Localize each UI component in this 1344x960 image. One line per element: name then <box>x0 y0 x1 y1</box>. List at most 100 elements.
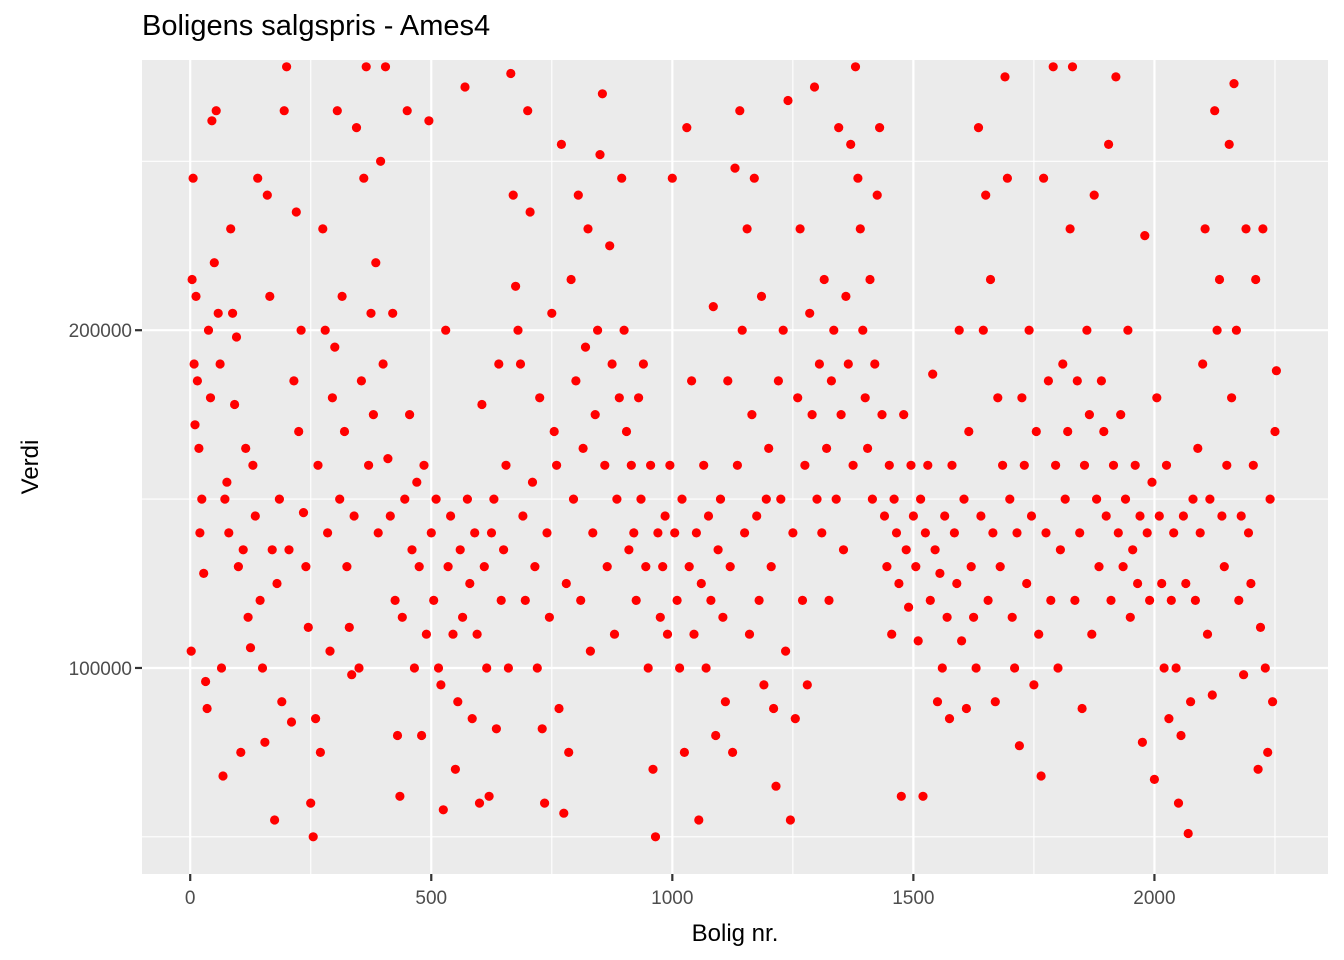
data-point <box>1152 393 1162 403</box>
data-point <box>438 805 448 815</box>
data-point <box>1034 629 1044 639</box>
data-point <box>660 511 670 521</box>
data-point <box>1214 274 1225 285</box>
data-point <box>205 393 216 403</box>
data-point <box>1065 224 1075 234</box>
data-point <box>342 562 352 572</box>
data-point <box>201 676 211 687</box>
data-point <box>320 325 330 335</box>
data-point <box>699 460 709 470</box>
data-point <box>1195 528 1205 538</box>
data-point <box>248 460 258 470</box>
data-point <box>1024 325 1034 335</box>
data-point <box>1096 376 1106 386</box>
data-point <box>494 359 504 369</box>
data-point <box>453 697 463 707</box>
data-point <box>648 764 658 774</box>
data-point <box>742 224 752 234</box>
data-point <box>1258 224 1268 234</box>
data-point <box>752 511 762 521</box>
data-point <box>339 426 350 437</box>
data-point <box>1210 106 1220 116</box>
data-point <box>270 815 280 825</box>
data-point <box>643 663 653 673</box>
data-point <box>853 173 863 183</box>
data-point <box>1137 737 1147 747</box>
data-point <box>465 578 475 589</box>
data-point <box>383 454 393 464</box>
data-point <box>600 460 610 470</box>
data-point <box>800 460 810 470</box>
data-point <box>311 714 321 724</box>
data-point <box>1104 139 1114 149</box>
data-point <box>826 376 837 386</box>
data-point <box>759 680 769 690</box>
y-tick-label: 100000 <box>69 659 132 680</box>
data-point <box>735 106 745 116</box>
data-point <box>224 528 234 538</box>
data-point <box>846 139 856 149</box>
data-point <box>985 274 996 285</box>
data-point <box>841 291 851 301</box>
data-point <box>424 116 434 126</box>
data-point <box>725 562 735 572</box>
data-point <box>530 562 540 572</box>
data-point <box>260 737 270 747</box>
data-point <box>1022 578 1032 589</box>
data-point <box>595 150 605 160</box>
data-point <box>392 730 403 741</box>
data-point <box>728 747 738 758</box>
data-point <box>460 82 470 92</box>
data-point <box>788 528 798 538</box>
data-point <box>566 274 576 285</box>
data-point <box>658 562 668 572</box>
data-point <box>1058 359 1068 369</box>
data-point <box>515 359 526 369</box>
data-point <box>711 730 721 741</box>
data-point <box>973 123 984 133</box>
data-point <box>1053 663 1063 673</box>
data-point <box>1229 79 1239 89</box>
data-point <box>626 460 636 470</box>
data-point <box>867 494 878 504</box>
data-point <box>202 703 212 714</box>
data-point <box>650 832 661 842</box>
data-point <box>672 595 682 606</box>
data-point <box>944 714 955 724</box>
data-point <box>1123 325 1133 335</box>
data-point <box>631 595 641 606</box>
data-point <box>1084 410 1094 420</box>
data-point <box>875 123 885 133</box>
data-point <box>578 443 588 453</box>
data-point <box>889 494 899 504</box>
data-point <box>636 494 646 504</box>
data-point <box>590 410 600 420</box>
data-point <box>749 173 759 183</box>
data-point <box>385 511 395 521</box>
data-point <box>1255 622 1266 633</box>
data-point <box>1000 72 1010 82</box>
data-point <box>769 703 779 714</box>
data-point <box>1217 511 1227 521</box>
data-point <box>417 730 427 741</box>
data-point <box>294 426 304 437</box>
data-point <box>1082 325 1092 335</box>
data-point <box>605 241 615 251</box>
data-point <box>684 562 694 572</box>
data-point <box>1159 663 1169 673</box>
data-point <box>1094 562 1104 572</box>
data-point <box>887 629 897 639</box>
data-point <box>489 494 499 504</box>
data-point <box>289 376 299 386</box>
data-point <box>1166 595 1176 606</box>
data-point <box>549 426 559 437</box>
data-point <box>532 663 542 673</box>
data-point <box>272 578 282 589</box>
data-point <box>409 663 419 673</box>
data-point <box>949 528 960 538</box>
data-point <box>330 342 340 352</box>
data-point <box>817 528 827 538</box>
data-point <box>1149 774 1159 785</box>
data-point <box>756 291 767 301</box>
data-point <box>1239 670 1249 680</box>
